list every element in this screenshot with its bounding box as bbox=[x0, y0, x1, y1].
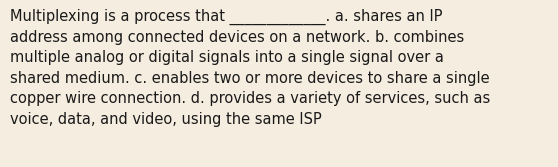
Text: Multiplexing is a process that _____________. a. shares an IP
address among conn: Multiplexing is a process that _________… bbox=[10, 8, 490, 127]
